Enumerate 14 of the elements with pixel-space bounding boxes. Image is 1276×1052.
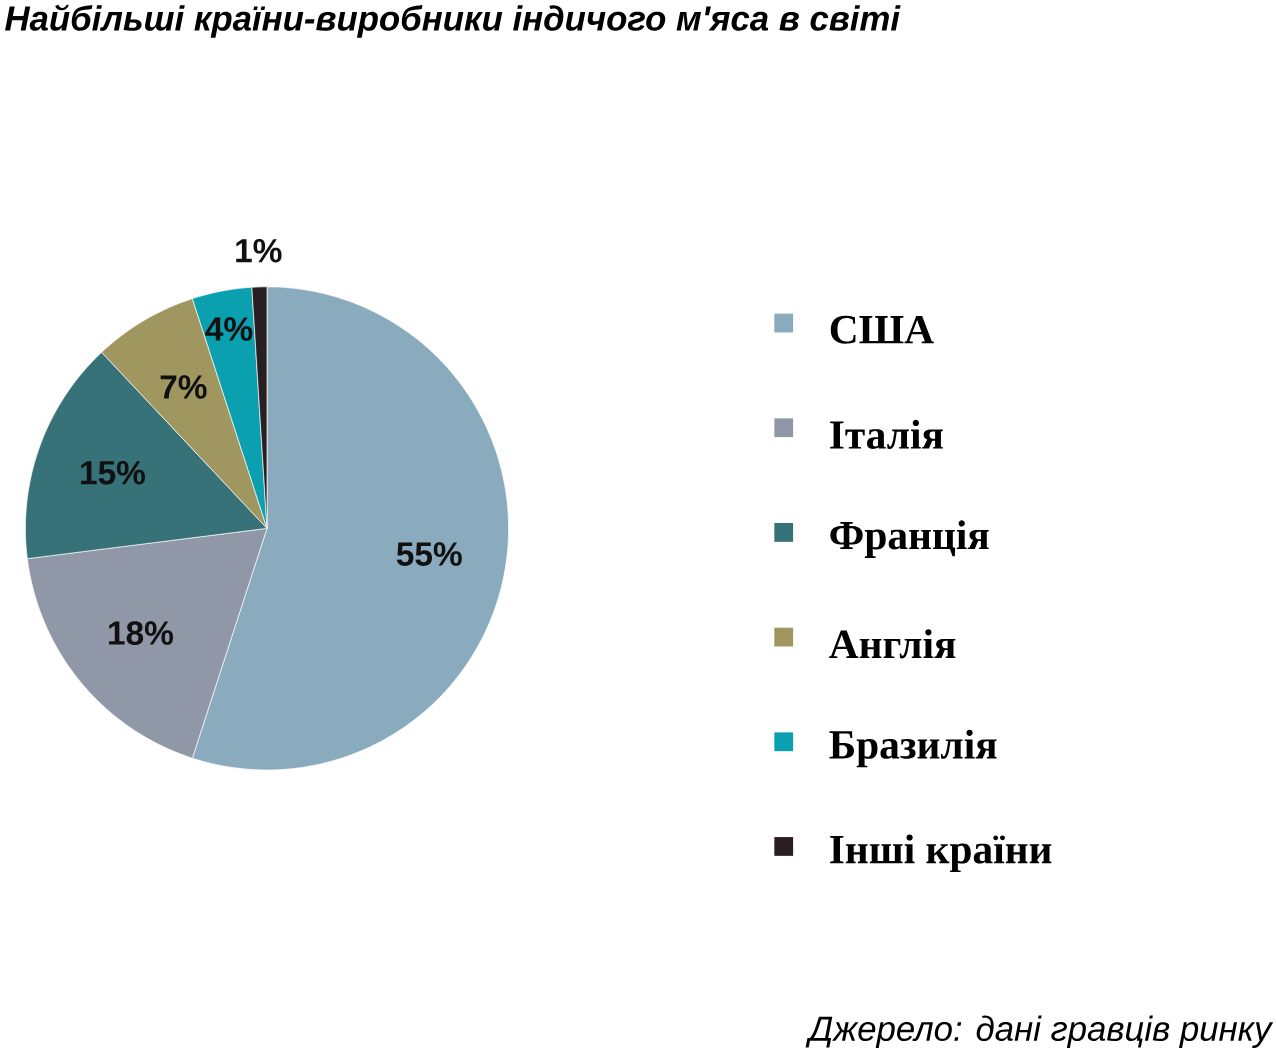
data-label: 7% [160, 375, 207, 399]
legend-label: Бразилія [829, 729, 997, 768]
text: Джерело: дані гравців ринку [805, 1015, 1274, 1048]
legend-label: Італія [830, 419, 943, 449]
data-label: 18% [109, 621, 173, 645]
legend-label: Франція [830, 520, 989, 558]
data-label: 4% [205, 317, 253, 341]
chart-title: Найбільші країни-виробники індичого м'яса в світі [5, 4, 901, 38]
data-label: 1% [236, 238, 282, 263]
legend-label: Інші країни [830, 834, 1052, 872]
data-label: 15% [81, 460, 145, 485]
data-label: 55% [396, 542, 462, 566]
legend-label: Англія [829, 629, 956, 659]
legend-label: США [830, 315, 934, 344]
